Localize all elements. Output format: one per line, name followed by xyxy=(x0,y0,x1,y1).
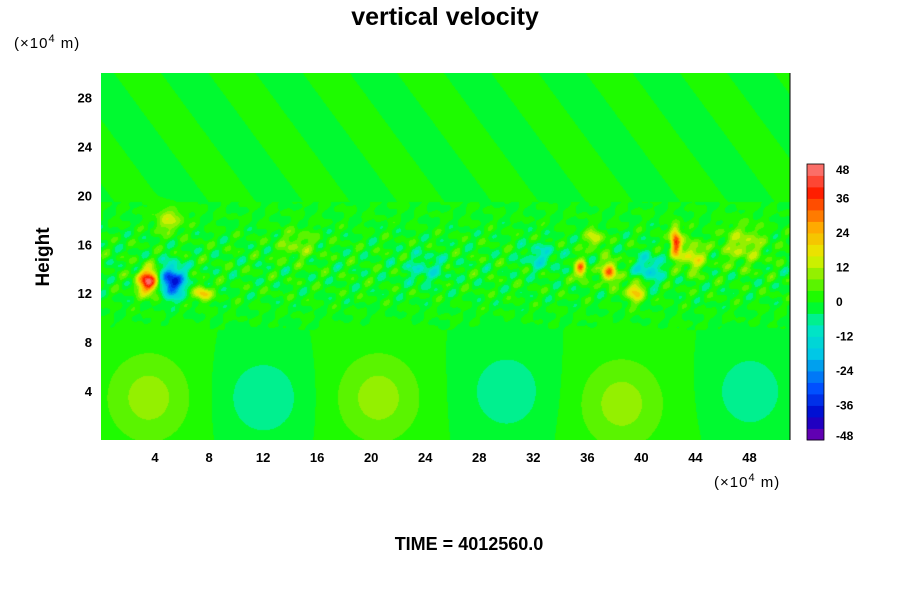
colorbar-segment xyxy=(807,325,824,337)
colorbar-tick-label: 24 xyxy=(836,226,850,240)
y-axis-title: Height xyxy=(33,227,54,287)
x-tick-label: 4 xyxy=(151,450,159,465)
velocity-heatmap xyxy=(101,73,790,440)
y-tick-label: 8 xyxy=(85,335,92,350)
colorbar-tick-label: 12 xyxy=(836,261,850,275)
y-unit-prefix: (×10 xyxy=(14,35,48,52)
colorbar-segment xyxy=(807,371,824,383)
x-tick-label: 16 xyxy=(310,450,324,465)
colorbar-segment xyxy=(807,336,824,349)
colorbar-segment xyxy=(807,164,824,176)
colorbar-segment xyxy=(807,405,824,418)
x-tick-label: 32 xyxy=(526,450,540,465)
colorbar-segment xyxy=(807,233,824,245)
y-tick-label: 28 xyxy=(78,90,92,105)
y-tick-label: 4 xyxy=(85,384,93,399)
x-tick-label: 12 xyxy=(256,450,270,465)
y-axis-ticks: 4 8 12 16 20 24 28 xyxy=(78,90,93,399)
y-unit-suffix: m) xyxy=(56,35,81,52)
plot-area xyxy=(101,73,791,440)
x-axis-ticks: 4 8 12 16 20 24 28 32 36 40 44 48 xyxy=(151,450,756,465)
colorbar-segment xyxy=(807,221,824,234)
x-tick-label: 20 xyxy=(364,450,378,465)
colorbar-segment xyxy=(807,290,824,303)
colorbar-tick-label: 0 xyxy=(836,295,843,309)
colorbar-segment xyxy=(807,302,824,314)
colorbar-segment xyxy=(807,210,824,222)
x-unit-suffix: m) xyxy=(756,474,781,491)
chart-title: vertical velocity xyxy=(351,3,539,31)
colorbar-segment xyxy=(807,175,824,188)
colorbar xyxy=(806,163,825,441)
colorbar-tick-label: 48 xyxy=(836,163,850,177)
colorbar-segment xyxy=(807,279,824,291)
colorbar-segment xyxy=(807,187,824,199)
x-tick-label: 48 xyxy=(742,450,756,465)
colorbar-segment xyxy=(807,267,824,280)
x-axis-unit: (×104 m) xyxy=(714,472,780,491)
colorbar-ticks: 48 36 24 12 0 -12 -24 -36 -48 xyxy=(836,163,854,443)
x-tick-label: 28 xyxy=(472,450,486,465)
colorbar-segment xyxy=(807,244,824,257)
y-tick-label: 16 xyxy=(78,237,92,252)
colorbar-tick-label: 36 xyxy=(836,192,850,206)
y-tick-label: 20 xyxy=(78,188,92,203)
y-axis-unit: (×104 m) xyxy=(14,33,80,52)
x-tick-label: 44 xyxy=(688,450,703,465)
time-label: TIME = 4012560.0 xyxy=(395,534,544,554)
x-unit-exponent: 4 xyxy=(748,472,755,484)
colorbar-segment xyxy=(807,382,824,395)
x-tick-label: 24 xyxy=(418,450,433,465)
colorbar-segment xyxy=(807,313,824,326)
colorbar-segment xyxy=(807,256,824,268)
y-tick-label: 12 xyxy=(78,286,92,301)
colorbar-segment xyxy=(807,428,824,441)
colorbar-segment xyxy=(807,359,824,372)
x-tick-label: 40 xyxy=(634,450,648,465)
colorbar-segment xyxy=(807,348,824,360)
colorbar-outline xyxy=(806,163,825,441)
x-tick-label: 8 xyxy=(205,450,212,465)
colorbar-tick-label: -24 xyxy=(836,364,854,378)
colorbar-tick-label: -36 xyxy=(836,399,854,413)
colorbar-segment xyxy=(807,198,824,211)
colorbar-segment xyxy=(807,394,824,406)
x-tick-label: 36 xyxy=(580,450,594,465)
colorbar-segment xyxy=(807,417,824,429)
colorbar-tick-label: -48 xyxy=(836,429,854,443)
y-tick-label: 24 xyxy=(78,139,93,154)
colorbar-tick-label: -12 xyxy=(836,330,854,344)
x-unit-prefix: (×10 xyxy=(714,474,748,491)
y-unit-exponent: 4 xyxy=(48,33,55,45)
